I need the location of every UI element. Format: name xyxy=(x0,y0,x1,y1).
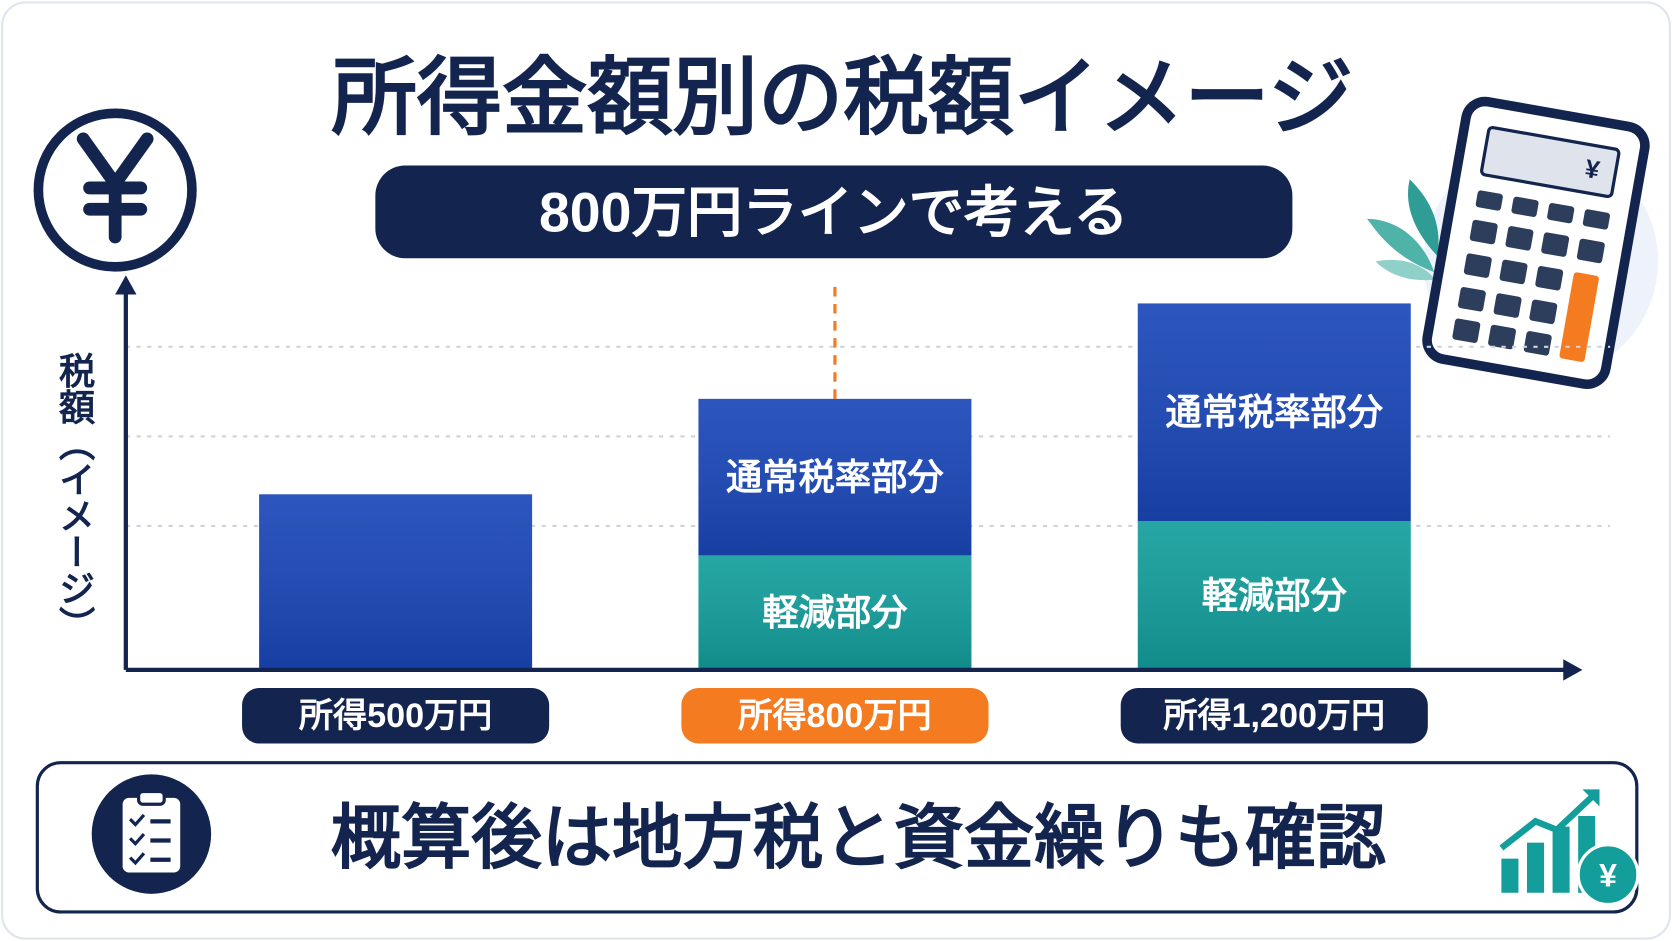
svg-text:¥: ¥ xyxy=(1599,858,1617,894)
bar-shade xyxy=(698,398,972,556)
plot: 所得500万円軽減部分通常税率部分所得800万円軽減部分通常税率部分所得1,20… xyxy=(242,279,1428,744)
growth-icon: ¥ xyxy=(1499,789,1640,907)
category-pill xyxy=(1120,688,1428,744)
footer-box xyxy=(35,761,1639,914)
bar-shade xyxy=(259,494,533,670)
category-pill xyxy=(681,688,989,744)
subtitle-pill xyxy=(375,165,1293,259)
x-tick-label: 所得500万円 xyxy=(298,697,492,735)
svg-text:¥: ¥ xyxy=(1583,155,1603,185)
segment-label: 通常税率部分 xyxy=(1166,392,1384,433)
clipboard-icon xyxy=(91,774,212,894)
bar-shade xyxy=(1137,521,1411,670)
segment-label: 通常税率部分 xyxy=(726,457,944,498)
chart-title: 所得金額別の税額イメージ xyxy=(330,51,1353,146)
footer-text: 概算後は地方税と資金繰りも確認 xyxy=(331,798,1386,877)
axes xyxy=(115,275,1583,681)
x-tick-label: 所得1,200万円 xyxy=(1162,697,1385,735)
yen-icon xyxy=(33,108,197,272)
segment-label: 軽減部分 xyxy=(1202,575,1348,616)
y-axis-label: 税額（イメージ） xyxy=(54,352,96,642)
segment-label: 軽減部分 xyxy=(762,592,908,633)
x-tick-label: 所得800万円 xyxy=(737,697,931,735)
subtitle: 800万円ラインで考える xyxy=(539,181,1129,243)
calculator-icon: ¥ xyxy=(1367,96,1659,390)
bar-shade xyxy=(1137,303,1411,522)
category-pill xyxy=(242,688,550,744)
bar-shade xyxy=(698,555,972,670)
